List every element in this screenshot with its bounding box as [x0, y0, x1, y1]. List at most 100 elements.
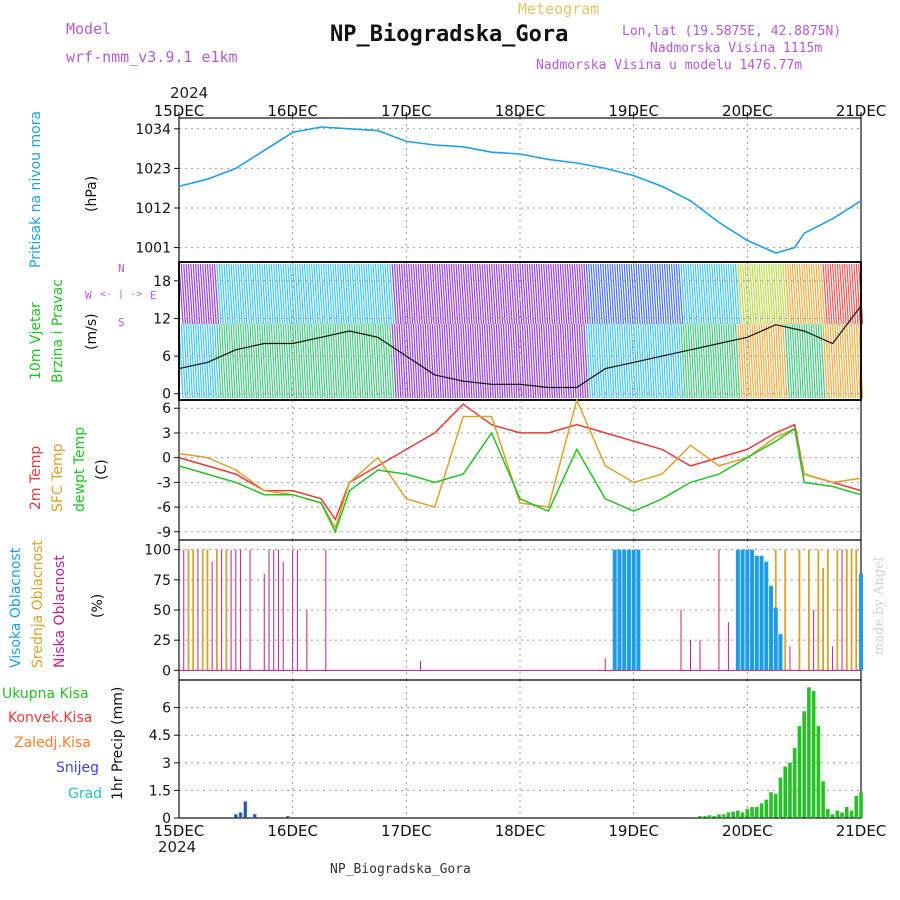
pressure-y-tick-label: 1001	[135, 241, 171, 257]
compass-n: N	[118, 262, 125, 275]
wind-vector	[668, 324, 674, 399]
wind-vector	[633, 263, 639, 325]
wind-vector	[472, 324, 478, 399]
cloud-bar	[617, 549, 622, 671]
wind-vector	[640, 263, 646, 325]
wind-vector	[284, 324, 291, 399]
cloud-bar	[826, 549, 829, 671]
wind-vector	[488, 263, 494, 325]
temp-y-tick-label: 6	[162, 401, 171, 417]
wind-vector	[379, 324, 385, 399]
wind-vector	[853, 263, 859, 325]
wind-vector	[363, 263, 369, 325]
wind-vector	[779, 263, 786, 325]
wind-vector	[834, 324, 840, 399]
cloud-bar	[197, 549, 199, 671]
elevation-label: Nadmorska Visina 1115m	[650, 41, 823, 56]
wind-vector	[789, 324, 795, 399]
wind-vector	[239, 324, 246, 399]
wind-vector	[547, 324, 554, 399]
coords-label: Lon,lat (19.5875E, 42.8875N)	[622, 24, 842, 39]
wind-vector	[822, 324, 828, 399]
temp-y-tick-label: -6	[157, 500, 171, 516]
wind-vector	[495, 324, 501, 399]
wind-vector	[760, 263, 767, 325]
wind-vector	[460, 324, 466, 399]
wind-vector	[760, 324, 767, 399]
wind-vector	[273, 324, 279, 399]
wind-vector	[817, 263, 823, 325]
precip-bar	[698, 816, 702, 818]
wind-vector	[583, 263, 589, 325]
precip-bar	[854, 795, 859, 818]
wind-vector	[334, 263, 340, 325]
wind-vector	[417, 324, 423, 399]
wind-vector	[218, 263, 224, 325]
cloud-bar	[759, 555, 764, 671]
wind-vector	[464, 263, 471, 325]
wind-vector	[689, 263, 696, 325]
wind-vector	[405, 263, 411, 325]
wind-vector	[595, 263, 601, 325]
cloud-bar	[813, 610, 815, 671]
cloud-y-tick-label: 0	[162, 663, 171, 679]
wind-vector	[831, 263, 838, 325]
precip-bar	[802, 711, 806, 818]
wind-vector	[704, 263, 710, 325]
wind-vector	[422, 263, 428, 325]
wind-vector	[715, 263, 722, 325]
wind-vector	[180, 263, 186, 325]
wind-vector	[614, 324, 620, 399]
wind-vector	[299, 263, 305, 325]
wind-vector	[694, 263, 700, 325]
wind-vector	[474, 263, 480, 325]
wind-vector	[635, 263, 641, 325]
wind-vector	[526, 263, 532, 325]
wind-vector	[422, 324, 428, 399]
wind-vector	[647, 324, 653, 399]
wind-vector	[834, 263, 840, 325]
wind-vector	[552, 324, 558, 399]
wind-vector	[296, 263, 303, 325]
wind-vector	[824, 324, 831, 399]
cloud-bar	[850, 549, 853, 671]
snow-bar	[244, 801, 247, 818]
wind-vector	[848, 263, 854, 325]
compass-w: W	[85, 289, 92, 302]
precip-legend-snow: Snijeg	[56, 760, 100, 776]
wind-vector	[393, 324, 400, 399]
precip-bar	[783, 766, 788, 818]
wind-vector	[839, 263, 845, 325]
wind-vector	[786, 263, 793, 325]
wind-vector	[244, 263, 250, 325]
wind-vector	[595, 324, 601, 399]
wind-vector	[779, 324, 786, 399]
wind-vector	[493, 263, 499, 325]
cloud-bar	[699, 640, 701, 671]
wind-vector	[557, 263, 563, 325]
wind-vector	[505, 324, 511, 399]
wind-vector	[566, 263, 572, 325]
wind-vector	[235, 324, 241, 399]
wind-vector	[569, 263, 575, 325]
wind-vector	[535, 263, 542, 325]
wind-vector	[467, 324, 473, 399]
wind-vector	[311, 324, 317, 399]
wind-vector	[559, 263, 565, 325]
wind-vector	[562, 263, 568, 325]
wind-vector	[325, 263, 331, 325]
cloud-bar	[263, 573, 265, 671]
cloud-bar	[211, 561, 213, 671]
wind-vector	[616, 324, 622, 399]
wind-vector	[408, 263, 414, 325]
wind-vector	[770, 263, 776, 325]
wind-vector	[855, 263, 861, 325]
wind-vector	[853, 324, 859, 399]
wind-vector	[284, 263, 291, 325]
wind-vector	[344, 324, 350, 399]
wind-vector	[308, 263, 314, 325]
wind-vector	[249, 263, 255, 325]
wind-vector	[206, 263, 213, 325]
wind-vector	[675, 263, 681, 325]
x-tick-label-top: 18DEC	[495, 102, 546, 120]
